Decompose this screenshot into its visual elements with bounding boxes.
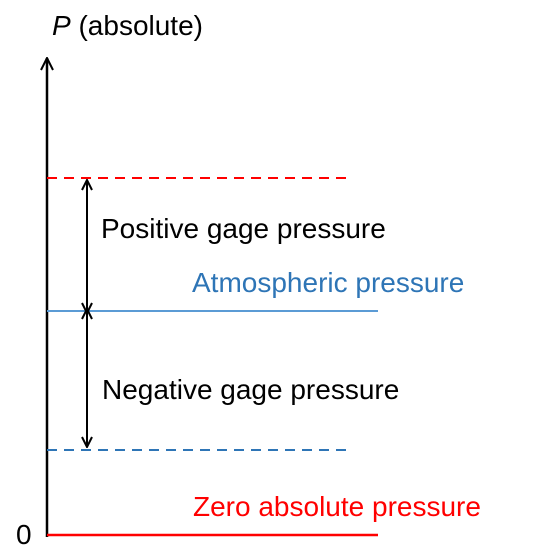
- zero-absolute-label: Zero absolute pressure: [193, 491, 481, 522]
- origin-label: 0: [16, 519, 32, 550]
- positive-gage-label: Positive gage pressure: [101, 213, 386, 244]
- axis-title: P (absolute): [52, 12, 203, 40]
- negative-gage-label: Negative gage pressure: [102, 374, 400, 405]
- axis-variable: P: [52, 10, 71, 41]
- atmospheric-label: Atmospheric pressure: [192, 267, 465, 298]
- axis-qualifier: (absolute): [78, 10, 203, 41]
